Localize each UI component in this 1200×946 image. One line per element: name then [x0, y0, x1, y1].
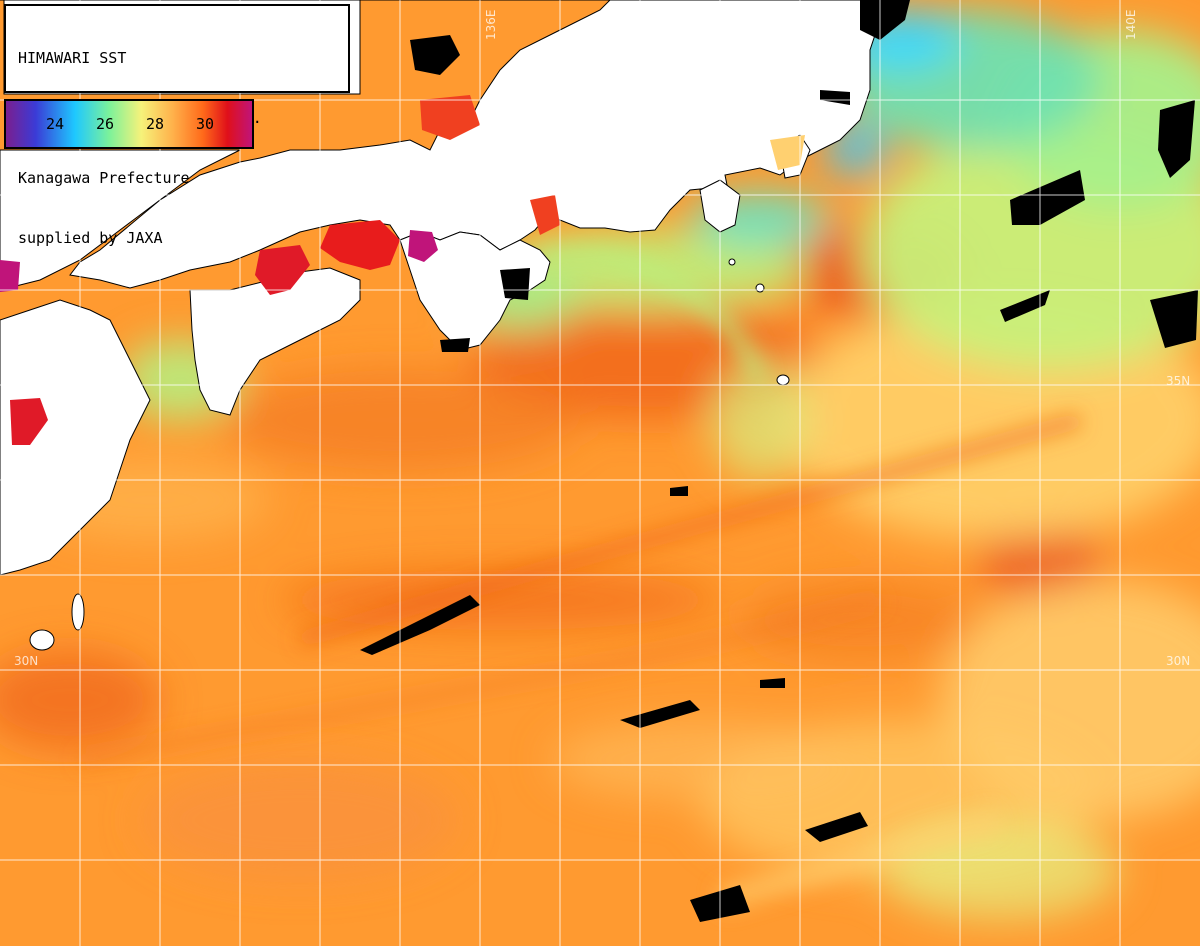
legend-tick-28: 28	[146, 115, 165, 133]
grid-label-lon-140: 140E	[1124, 9, 1138, 41]
land-kii	[399, 231, 551, 351]
grid-label-lat-35-left: 35N	[12, 374, 37, 388]
legend-tick-30: 30	[196, 115, 215, 133]
land-island-small-2	[728, 258, 736, 266]
caption-region: Kanagawa Prefecture	[18, 169, 190, 187]
temperature-legend: 24 26 28 30	[4, 99, 254, 149]
land-island-oshima	[776, 374, 790, 386]
legend-color-ramp	[6, 101, 252, 147]
grid-label-lat-35-right: 35N	[1166, 374, 1191, 388]
caption-title: HIMAWARI SST	[18, 49, 127, 67]
grid-label-lat-30-right: 30N	[1166, 654, 1191, 668]
legend-tick-24: 24	[46, 115, 65, 133]
land-island-yakushima	[71, 593, 85, 631]
grid-label-lat-30-left: 30N	[14, 654, 39, 668]
cloud-patches	[360, 0, 1198, 922]
caption-source: supplied by JAXA	[18, 229, 163, 247]
land-island-small-1	[755, 283, 765, 293]
land-island-tanegashima	[29, 629, 55, 651]
caption-box: HIMAWARI SST 2025/08/15 06(UTC) 3H Comp.…	[4, 4, 350, 247]
legend-tick-26: 26	[96, 115, 115, 133]
grid-label-lon-136: 136E	[484, 9, 498, 41]
coastal-hot-water	[0, 95, 805, 445]
land-kyushu	[0, 299, 151, 576]
